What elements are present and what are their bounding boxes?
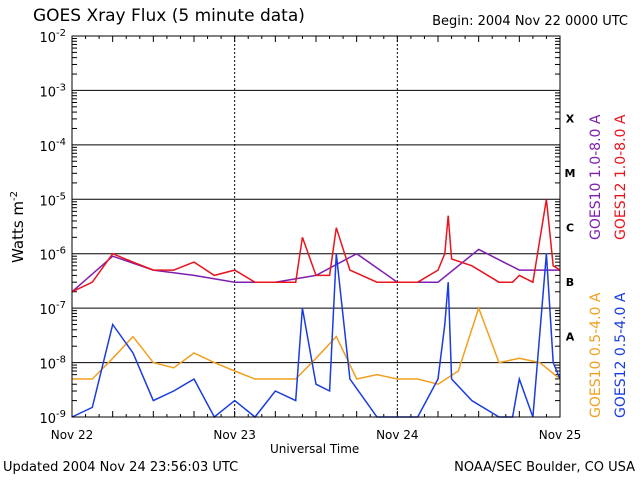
y-tick-label: 10-9 — [39, 409, 66, 427]
y-axis-label: Watts m-2 — [9, 191, 27, 263]
y-tick-label: 10-2 — [39, 28, 66, 46]
y-tick-label: 10-7 — [39, 300, 66, 318]
y-tick-label: 10-6 — [39, 246, 66, 264]
x-tick-labels: Nov 22 Nov 23 Nov 24 Nov 25 — [51, 428, 582, 442]
x-tick-label: Nov 25 — [539, 428, 582, 442]
chart-title: GOES Xray Flux (5 minute data) — [33, 6, 305, 26]
legend: GOES10 1.0-8.0 A GOES12 1.0-8.0 A GOES10 0… — [588, 114, 629, 418]
y-tick-label: 10-4 — [39, 137, 66, 155]
flare-class-label: A — [566, 330, 575, 343]
x-axis-label: Universal Time — [270, 442, 360, 456]
x-tick-label: Nov 22 — [51, 428, 94, 442]
flare-class-label: X — [566, 113, 575, 126]
plot-frame — [71, 35, 561, 418]
x-tick-label: Nov 23 — [213, 428, 256, 442]
legend-entry: GOES12 0.5-4.0 A — [613, 292, 629, 418]
y-tick-label: 10-5 — [39, 191, 66, 209]
series-line — [71, 248, 560, 293]
series-lines — [71, 199, 561, 419]
updated-timestamp: Updated 2004 Nov 24 23:56:03 UTC — [3, 460, 239, 475]
y-tick-label: 10-3 — [39, 82, 66, 100]
series-line — [71, 253, 561, 419]
series-line — [71, 199, 561, 293]
x-tick-label: Nov 24 — [376, 428, 419, 442]
y-tick-label: 10-8 — [39, 355, 66, 373]
grid-lines — [72, 36, 560, 417]
axis-ticks — [71, 36, 561, 417]
credit-label: NOAA/SEC Boulder, CO USA — [454, 460, 635, 475]
begin-date-label: Begin: 2004 Nov 22 0000 UTC — [432, 14, 628, 29]
y-tick-labels: 10-2 10-3 10-4 10-5 10-6 10-7 10-8 10-9 — [39, 28, 66, 427]
legend-entry: GOES12 1.0-8.0 A — [613, 114, 629, 240]
flare-class-label: B — [566, 276, 574, 289]
flare-class-label: C — [566, 222, 574, 235]
series-line — [72, 305, 561, 386]
legend-entry: GOES10 0.5-4.0 A — [588, 292, 604, 418]
legend-entry: GOES10 1.0-8.0 A — [588, 114, 604, 240]
flare-class-labels: X M C B A — [565, 113, 576, 344]
flare-class-label: M — [565, 167, 576, 180]
